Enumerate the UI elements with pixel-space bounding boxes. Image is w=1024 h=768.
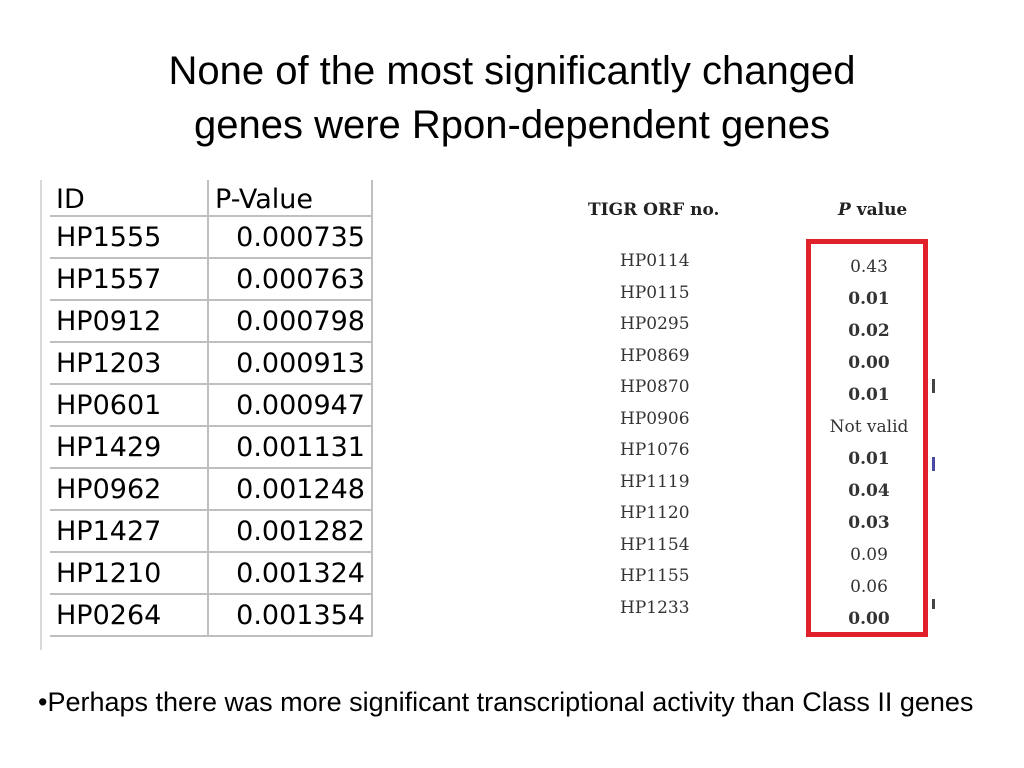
table-header-row: ID P-Value: [50, 180, 373, 217]
pvalue-item: 0.03: [848, 513, 890, 533]
slide-title: None of the most significantly changed g…: [0, 44, 1024, 152]
table-row: HP1427 0.001282: [50, 510, 373, 553]
header-p-value-right: P value: [838, 200, 907, 220]
title-line-2: genes were Rpon-dependent genes: [193, 103, 831, 147]
pvalue-item: 0.04: [848, 481, 890, 501]
cell-id: HP0962: [50, 468, 209, 511]
table-row: HP0912 0.000798: [50, 300, 373, 343]
table-row: HP0264 0.001354: [50, 594, 373, 637]
orf-item: HP0114: [620, 251, 690, 271]
orf-item: HP0115: [620, 282, 690, 303]
orf-item: HP1120: [620, 503, 690, 523]
cell-id: HP1557: [50, 258, 209, 301]
orf-item: HP0295: [620, 314, 690, 334]
cell-id: HP0912: [50, 300, 209, 343]
cell-p-value: 0.001282: [208, 510, 373, 553]
table-row: HP0962 0.001248: [50, 468, 373, 511]
pvalue-item: 0.01: [848, 385, 890, 405]
orf-item: HP0869: [620, 345, 690, 366]
orf-item: HP1119: [620, 471, 690, 492]
cell-p-value: 0.001354: [208, 594, 373, 637]
cell-p-value: 0.001324: [208, 552, 373, 595]
table-row: HP1429 0.001131: [50, 426, 373, 469]
title-line-1: None of the most significantly changed: [168, 49, 856, 93]
cell-p-value: 0.000798: [208, 300, 373, 343]
pvalue-item: 0.01: [848, 289, 890, 309]
pvalue-item: 0.02: [848, 321, 890, 341]
header-p-rest: value: [850, 200, 908, 220]
pvalue-item: Not valid: [829, 417, 909, 437]
table-left-border: [40, 180, 42, 650]
bullet-point: •Perhaps there was more significant tran…: [38, 687, 974, 717]
stray-mark: [932, 599, 935, 609]
pvalue-item: 0.43: [850, 257, 888, 277]
highlight-box: [806, 239, 928, 637]
stray-mark: [932, 379, 935, 393]
cell-id: HP1429: [50, 426, 209, 469]
cell-id: HP1203: [50, 342, 209, 385]
cell-p-value: 0.000763: [208, 258, 373, 301]
header-p-value: P-Value: [208, 180, 373, 217]
cell-p-value: 0.000913: [208, 342, 373, 385]
tigr-orf-table: TIGR ORF no. P value HP0114 HP0115 HP0295 H…: [580, 195, 940, 645]
pvalue-item: 0.09: [850, 545, 888, 565]
cell-p-value: 0.001248: [208, 468, 373, 511]
pvalue-table-body: HP1555 0.000735 HP1557 0.000763 HP0912 0.0007…: [50, 216, 373, 637]
pvalue-item: 0.00: [848, 353, 890, 373]
stray-mark: [932, 457, 935, 471]
cell-id: HP0601: [50, 384, 209, 427]
table-row: HP1557 0.000763: [50, 258, 373, 301]
pvalue-item: 0.00: [848, 609, 890, 629]
cell-p-value: 0.000947: [208, 384, 373, 427]
header-p-italic: P: [838, 200, 851, 220]
cell-id: HP1555: [50, 216, 209, 259]
pvalue-table: ID P-Value HP1555 0.000735 HP1557 0.000763 H…: [50, 180, 373, 637]
table-row: HP1210 0.001324: [50, 552, 373, 595]
pvalue-item: 0.06: [850, 577, 888, 597]
pvalue-item: 0.01: [848, 449, 890, 469]
table-row: HP1555 0.000735: [50, 216, 373, 259]
header-tigr-orf: TIGR ORF no.: [588, 200, 720, 220]
cell-id: HP1427: [50, 510, 209, 553]
orf-item: HP1076: [620, 440, 690, 460]
pvalue-column: 0.43 0.01 0.02 0.00 0.01 Not valid 0.01 0.04 0.0…: [816, 257, 922, 641]
header-id: ID: [50, 180, 209, 217]
cell-p-value: 0.000735: [208, 216, 373, 259]
orf-item: HP1154: [620, 534, 690, 555]
table-row: HP0601 0.000947: [50, 384, 373, 427]
orf-column: HP0114 HP0115 HP0295 HP0869 HP0870 HP0906 HP10…: [620, 251, 730, 629]
orf-item: HP1233: [620, 597, 690, 618]
table-row: HP1203 0.000913: [50, 342, 373, 385]
orf-item: HP1155: [620, 566, 690, 586]
orf-item: HP0906: [620, 408, 690, 429]
cell-p-value: 0.001131: [208, 426, 373, 469]
cell-id: HP0264: [50, 594, 209, 637]
orf-item: HP0870: [620, 377, 690, 397]
cell-id: HP1210: [50, 552, 209, 595]
